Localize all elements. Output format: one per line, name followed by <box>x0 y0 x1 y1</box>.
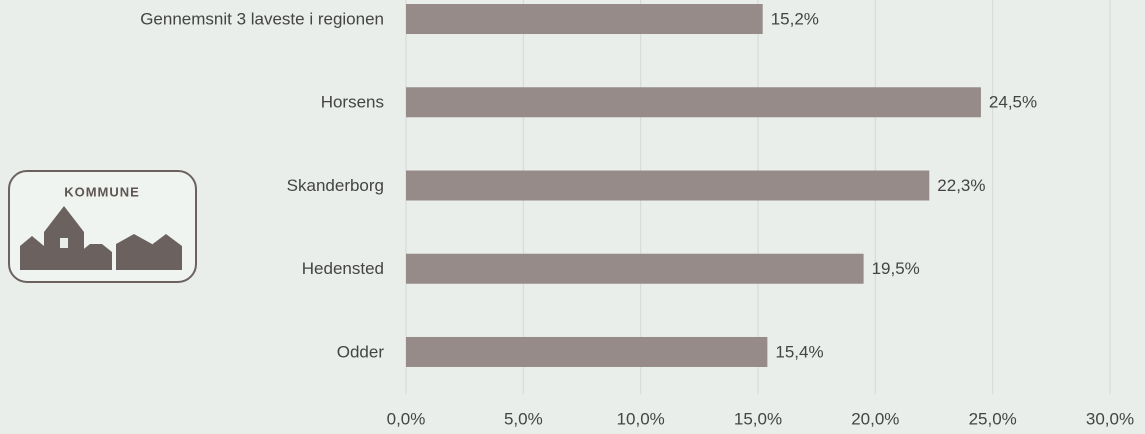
logo-text: KOMMUNE <box>64 184 140 199</box>
x-tick-label: 0,0% <box>387 409 426 428</box>
value-label: 22,3% <box>937 176 985 195</box>
bar <box>406 170 930 201</box>
bar <box>406 4 763 35</box>
y-tick-label: Hedensted <box>302 259 384 278</box>
y-tick-label: Odder <box>337 342 385 361</box>
y-tick-label: Horsens <box>321 93 384 112</box>
x-tick-label: 5,0% <box>504 409 543 428</box>
value-label: 15,2% <box>771 10 819 29</box>
logo: KOMMUNE <box>8 170 197 283</box>
y-tick-label: Gennemsnit 3 laveste i regionen <box>140 10 384 29</box>
logo-houses <box>20 206 182 270</box>
x-tick-label: 10,0% <box>617 409 665 428</box>
value-label: 24,5% <box>989 93 1037 112</box>
y-tick-label: Skanderborg <box>287 176 384 195</box>
x-tick-label: 25,0% <box>969 409 1017 428</box>
bar <box>406 253 864 284</box>
x-tick-label: 15,0% <box>734 409 782 428</box>
value-label: 19,5% <box>872 259 920 278</box>
value-label: 15,4% <box>775 342 823 361</box>
bar <box>406 336 768 367</box>
x-tick-label: 20,0% <box>851 409 899 428</box>
bar <box>406 87 981 118</box>
x-tick-label: 30,0% <box>1086 409 1134 428</box>
logo-window <box>60 238 68 248</box>
